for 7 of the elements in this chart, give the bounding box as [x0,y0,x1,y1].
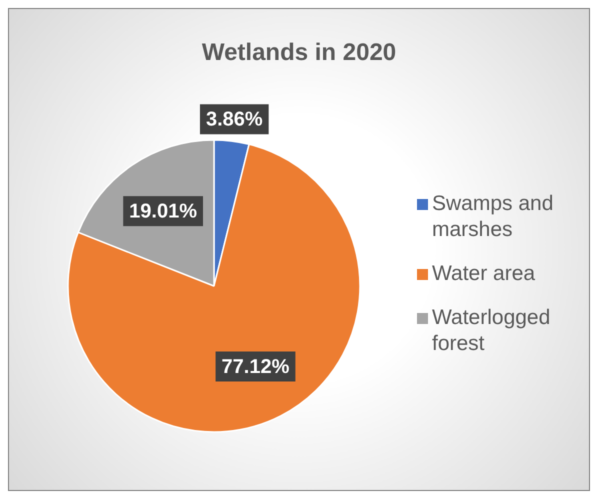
slice-label: Water area [432,261,536,287]
data-label: 3.86% [206,108,263,131]
legend-label: Waterlogged forest [432,305,552,357]
legend-label: Swamps and marshes [432,191,554,243]
chart-title: Wetlands in 2020 [200,39,398,67]
data-label: 19.01% [129,200,198,223]
data-label: 77.12% [222,356,290,378]
